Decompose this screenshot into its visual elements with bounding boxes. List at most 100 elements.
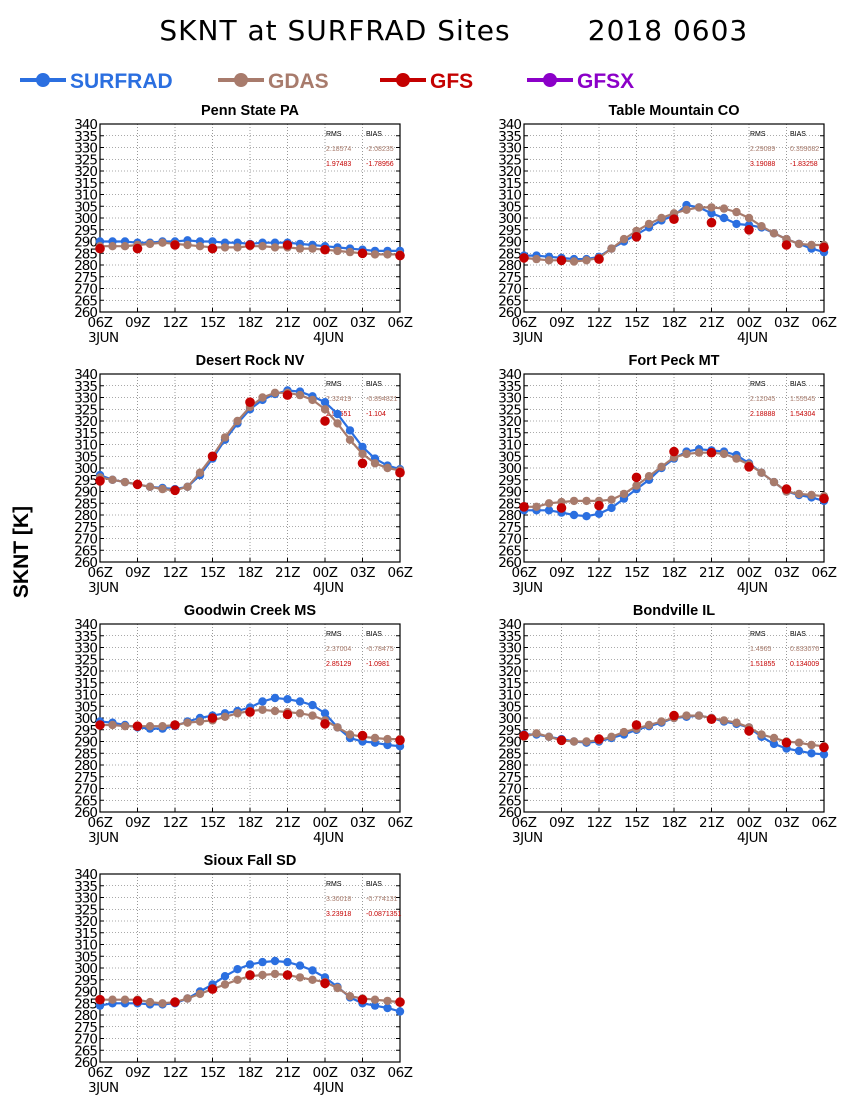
panel-title: Goodwin Creek MS: [184, 603, 316, 619]
panel-sioux-fall-sd: Sioux Fall SD260265270275280285290295300…: [74, 853, 413, 1096]
data-point: [519, 730, 529, 741]
data-point: [183, 482, 192, 491]
data-point: [532, 254, 541, 264]
y-tick-label: 340: [74, 867, 97, 883]
data-point: [370, 995, 380, 1004]
data-point: [694, 448, 704, 457]
data-point: [794, 489, 804, 499]
data-point: [158, 999, 167, 1008]
data-point: [195, 468, 205, 477]
date-label: 3JUN: [88, 580, 119, 596]
y-tick-label: 270: [74, 782, 97, 798]
stats-header-bias: BIAS: [790, 631, 806, 638]
y-tick-label: 280: [498, 258, 521, 274]
stats-header-bias: BIAS: [366, 881, 382, 888]
panel-title: Bondville IL: [633, 603, 715, 619]
gdas-rms: 2.32419: [326, 396, 351, 403]
data-point: [707, 209, 716, 218]
x-tick-label: 12Z: [163, 565, 188, 581]
data-point: [233, 416, 242, 426]
data-point: [282, 240, 293, 250]
x-tick-label: 09Z: [549, 565, 574, 581]
x-tick-label: 03Z: [350, 1065, 375, 1081]
data-point: [631, 720, 642, 730]
y-tick-label: 330: [74, 141, 97, 157]
data-point: [657, 717, 666, 726]
y-tick-label: 260: [74, 555, 97, 571]
data-point: [333, 723, 342, 732]
y-tick-label: 285: [74, 996, 97, 1012]
data-point: [308, 244, 317, 253]
data-point: [732, 454, 741, 463]
y-tick-label: 270: [74, 282, 97, 298]
data-point: [519, 502, 529, 512]
x-tick-label: 06Z: [812, 815, 837, 831]
gdas-bias: 0.833076: [790, 646, 819, 653]
data-point: [120, 722, 130, 731]
data-point: [282, 709, 293, 720]
data-point: [270, 969, 280, 979]
data-point: [208, 237, 217, 246]
data-point: [544, 506, 554, 515]
gdas-rms: 2.12045: [750, 396, 775, 403]
gfs-bias: 1.54304: [790, 411, 815, 418]
data-point: [320, 978, 330, 989]
data-point: [781, 240, 792, 250]
data-point: [794, 738, 804, 747]
x-tick-label: 06Z: [388, 315, 413, 331]
panel-penn-state-pa: Penn State PA260265270275280285290295300…: [74, 103, 413, 346]
date-label: 3JUN: [88, 1080, 119, 1096]
x-tick-label: 12Z: [163, 1065, 188, 1081]
y-tick-label: 300: [74, 211, 97, 227]
x-tick-label: 06Z: [812, 315, 837, 331]
gdas-bias: -0.894821: [366, 396, 398, 403]
x-tick-label: 12Z: [163, 315, 188, 331]
panel-table-mountain-co: Table Mountain CO26026527027528028529029…: [498, 103, 837, 346]
data-point: [95, 476, 105, 486]
data-point: [395, 467, 405, 478]
y-tick-label: 310: [498, 688, 521, 704]
x-tick-label: 06Z: [388, 1065, 413, 1081]
data-point: [544, 499, 554, 508]
data-point: [258, 957, 267, 967]
x-tick-label: 21Z: [275, 815, 300, 831]
data-point: [807, 749, 816, 758]
data-point: [544, 732, 554, 741]
y-tick-label: 285: [498, 746, 521, 762]
date-label: 4JUN: [313, 1080, 344, 1096]
grid: [524, 374, 824, 562]
gfs-rms: 1.97483: [326, 161, 351, 168]
legend-item-gfs: GFS: [380, 70, 473, 93]
legend-label: GDAS: [268, 70, 329, 93]
data-point: [308, 395, 317, 405]
stats-header-bias: BIAS: [790, 131, 806, 138]
data-point: [220, 972, 230, 981]
y-tick-label: 270: [498, 282, 521, 298]
legend-label: SURFRAD: [70, 70, 173, 93]
y-tick-label: 335: [498, 129, 521, 145]
y-tick-label: 290: [498, 735, 521, 751]
y-tick-label: 330: [74, 891, 97, 907]
x-tick-label: 06Z: [88, 1065, 113, 1081]
data-point: [345, 435, 355, 444]
y-tick-label: 295: [498, 473, 521, 489]
x-tick-label: 12Z: [587, 315, 612, 331]
data-point: [556, 503, 567, 513]
legend-marker: [543, 73, 557, 87]
panel-goodwin-creek-ms: Goodwin Creek MS260265270275280285290295…: [74, 603, 413, 846]
data-point: [644, 720, 654, 730]
y-tick-label: 340: [498, 367, 521, 383]
x-tick-label: 00Z: [737, 315, 762, 331]
stats-header-rms: RMS: [750, 381, 766, 388]
y-tick-label: 265: [74, 543, 97, 559]
data-point: [607, 244, 616, 253]
y-tick-label: 260: [498, 805, 521, 821]
x-tick-label: 03Z: [774, 315, 799, 331]
data-point: [357, 994, 368, 1005]
x-tick-label: 00Z: [313, 315, 338, 331]
data-point: [108, 720, 117, 730]
y-tick-label: 295: [498, 723, 521, 739]
x-tick-label: 12Z: [587, 565, 612, 581]
y-tick-label: 300: [498, 211, 521, 227]
